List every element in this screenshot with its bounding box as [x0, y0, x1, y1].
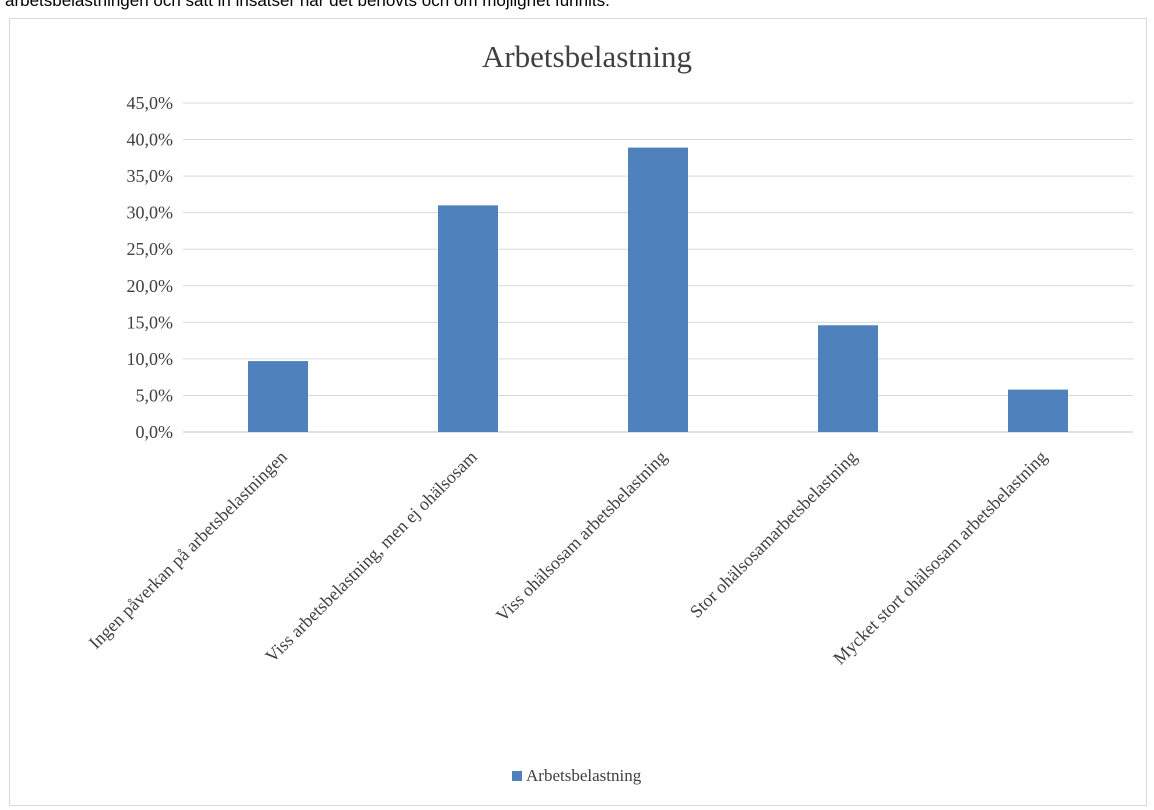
legend-label: Arbetsbelastning	[526, 766, 642, 785]
chart-frame	[9, 18, 1147, 806]
bar	[248, 361, 308, 432]
x-category-label: Ingen påverkan på arbetsbelastningen	[85, 447, 291, 653]
y-tick-label: 40,0%	[127, 130, 174, 150]
y-tick-label: 30,0%	[127, 203, 174, 223]
x-category-label: Viss arbetsbelastning, men ej ohälsosam	[261, 447, 480, 666]
document-caption-text: arbetsbelastningen och satt in insatser …	[5, 0, 610, 10]
x-category-label: Mycket stort ohälsosam arbetsbelastning	[829, 447, 1051, 669]
bar	[818, 325, 878, 432]
y-tick-label: 45,0%	[127, 93, 174, 113]
bar	[1008, 389, 1068, 432]
bar	[438, 205, 498, 432]
y-tick-label: 15,0%	[127, 312, 174, 332]
chart-title: Arbetsbelastning	[482, 39, 692, 74]
y-tick-label: 0,0%	[136, 422, 174, 442]
y-tick-label: 35,0%	[127, 166, 174, 186]
y-tick-label: 20,0%	[127, 276, 174, 296]
legend-swatch	[512, 771, 522, 781]
x-axis-category-labels: Ingen påverkan på arbetsbelastningenViss…	[85, 447, 1051, 669]
bars	[248, 147, 1068, 432]
legend: Arbetsbelastning	[512, 766, 642, 785]
x-category-label: Stor ohälsosamarbetsbelastning	[686, 447, 861, 622]
y-tick-label: 25,0%	[127, 239, 174, 259]
y-tick-label: 10,0%	[127, 349, 174, 369]
y-tick-label: 5,0%	[136, 385, 174, 405]
y-axis-tick-labels: 0,0% 5,0% 10,0% 15,0% 20,0% 25,0% 30,0% 35,0% 40…	[127, 93, 174, 442]
x-category-label: Viss ohälsosam arbetsbelastning	[492, 447, 671, 626]
bar	[628, 147, 688, 432]
